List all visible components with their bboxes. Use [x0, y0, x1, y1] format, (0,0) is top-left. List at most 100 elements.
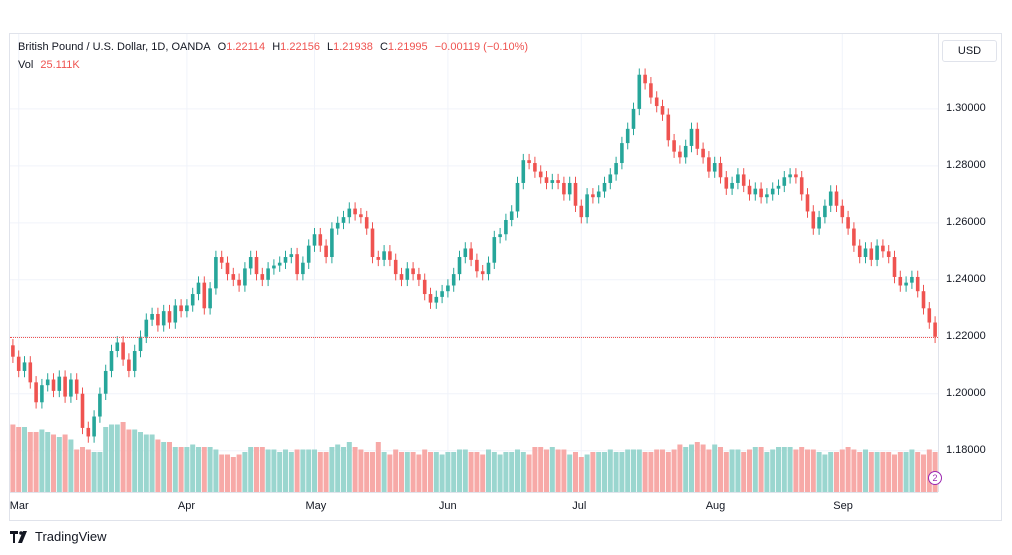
candle-body — [567, 182, 572, 195]
volume-bar — [857, 452, 863, 492]
volume-bar — [665, 452, 671, 492]
candle-body — [776, 185, 781, 189]
candle-body — [11, 345, 15, 357]
volume-bar — [584, 454, 590, 492]
high-value: H1.22156 — [272, 41, 320, 53]
volume-bar — [747, 449, 752, 492]
volume-bar — [172, 447, 178, 492]
candle-body — [562, 182, 566, 195]
candle-body — [121, 342, 125, 360]
volume-label: Vol — [18, 59, 34, 71]
candle-body — [103, 370, 108, 394]
volume-bar — [341, 447, 346, 492]
time-axis[interactable] — [10, 492, 938, 521]
volume-bar — [712, 444, 718, 492]
volume-bar — [22, 427, 27, 492]
candle-body — [840, 205, 845, 218]
candle-body — [707, 157, 711, 172]
volume-bar — [138, 432, 143, 492]
volume-bar — [445, 452, 451, 492]
candle-body — [22, 362, 27, 371]
candle-body — [666, 114, 671, 141]
volume-bar — [602, 452, 607, 492]
candle-body — [69, 379, 73, 397]
candle-body — [579, 205, 584, 218]
candle-body — [759, 188, 763, 198]
volume-bar — [810, 449, 816, 492]
candle-body — [678, 151, 682, 158]
volume-bar — [39, 429, 45, 492]
candle-body — [272, 265, 276, 269]
volume-bar — [816, 452, 822, 492]
candle-body — [283, 257, 288, 263]
candle-body — [144, 319, 149, 337]
volume-bar — [909, 449, 915, 492]
price-tick-label: 1.20000 — [946, 386, 986, 399]
volume-bar — [33, 432, 39, 492]
volume-bar — [764, 452, 770, 492]
candle-body — [788, 174, 792, 178]
candle-body — [399, 274, 404, 280]
volume-indicator-icon[interactable]: 2 — [928, 471, 942, 485]
candle-body — [770, 188, 775, 195]
volume-bar — [689, 444, 694, 492]
candle-body — [156, 313, 160, 326]
candle-body — [857, 245, 862, 258]
candle-body — [167, 311, 172, 323]
volume-bar — [410, 452, 416, 492]
candle-body — [405, 268, 410, 280]
candle-body — [347, 208, 352, 218]
low-value: L1.21938 — [327, 41, 373, 53]
volume-bar — [254, 447, 259, 492]
candle-body — [869, 248, 874, 260]
candle-body — [654, 97, 659, 107]
candle-body — [846, 217, 850, 229]
candle-body — [440, 291, 444, 297]
volume-bar — [799, 447, 805, 492]
candle-body — [718, 163, 723, 178]
candlestick-chart[interactable] — [10, 34, 938, 492]
candle-body — [225, 262, 230, 275]
volume-bar — [416, 454, 422, 492]
candle-body — [492, 237, 497, 263]
candle-body — [614, 163, 618, 175]
candle-body — [248, 257, 253, 269]
volume-bar — [213, 449, 219, 492]
volume-bar — [706, 449, 712, 492]
volume-bar — [845, 447, 851, 492]
volume-bar — [834, 452, 839, 492]
candle-body — [504, 219, 508, 235]
volume-bar — [497, 454, 503, 492]
volume-bar — [613, 452, 619, 492]
candle-body — [231, 274, 236, 280]
volume-bar — [381, 452, 387, 492]
currency-button[interactable]: USD — [942, 40, 997, 62]
volume-bar — [491, 452, 497, 492]
candle-body — [538, 171, 543, 178]
volume-bar — [503, 452, 509, 492]
candle-body — [109, 351, 114, 371]
volume-bar — [578, 457, 584, 492]
candle-body — [486, 262, 491, 275]
volume-bar — [68, 439, 74, 492]
volume-bar — [863, 449, 868, 492]
candle-body — [695, 128, 700, 149]
volume-bar — [822, 454, 828, 492]
volume-bar — [828, 452, 834, 492]
candle-body — [208, 288, 212, 309]
volume-bar — [886, 452, 892, 492]
volume-bar — [462, 449, 468, 492]
volume-bar — [787, 447, 793, 492]
candle-body — [150, 313, 154, 320]
volume-bar — [143, 434, 149, 492]
tradingview-logo[interactable]: TradingView — [10, 529, 107, 544]
volume-bar — [567, 454, 573, 492]
volume-bar — [793, 449, 799, 492]
volume-bar — [364, 452, 370, 492]
price-axis[interactable] — [938, 34, 1002, 492]
volume-bar — [428, 452, 433, 492]
candle-body — [904, 282, 908, 286]
candle-body — [469, 248, 473, 260]
volume-bar — [451, 452, 457, 492]
plot-area[interactable] — [10, 34, 938, 492]
